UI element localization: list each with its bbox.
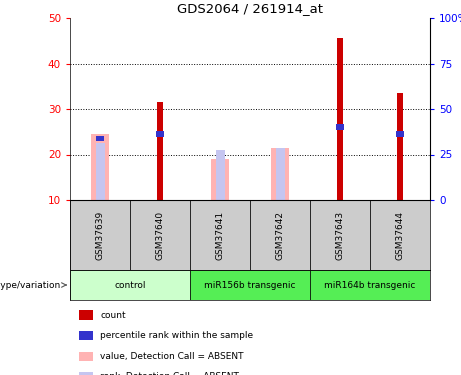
Bar	[276, 148, 284, 200]
Text: GSM37642: GSM37642	[276, 210, 284, 260]
Bar	[310, 270, 430, 300]
Text: control: control	[114, 280, 146, 290]
Text: rank, Detection Call = ABSENT: rank, Detection Call = ABSENT	[100, 372, 239, 375]
Bar	[336, 124, 344, 130]
Bar	[95, 143, 105, 200]
Bar	[215, 150, 225, 200]
Bar	[190, 200, 250, 270]
Bar	[310, 200, 370, 270]
Text: GSM37640: GSM37640	[155, 210, 165, 260]
Text: GSM37644: GSM37644	[396, 210, 404, 260]
Bar	[337, 39, 343, 200]
Bar	[250, 200, 310, 270]
Bar	[70, 270, 190, 300]
Bar	[96, 136, 104, 141]
Text: value, Detection Call = ABSENT: value, Detection Call = ABSENT	[100, 352, 244, 361]
Bar	[271, 148, 289, 200]
Text: genotype/variation: genotype/variation	[0, 280, 61, 290]
Text: miR156b transgenic: miR156b transgenic	[204, 280, 296, 290]
Text: count: count	[100, 310, 126, 320]
Bar	[130, 200, 190, 270]
Text: miR164b transgenic: miR164b transgenic	[324, 280, 416, 290]
Text: GSM37639: GSM37639	[95, 210, 105, 260]
Bar	[157, 102, 163, 200]
Bar	[396, 131, 404, 137]
Bar	[211, 159, 229, 200]
Bar	[91, 134, 109, 200]
Bar	[370, 200, 430, 270]
Bar	[70, 200, 130, 270]
Bar	[156, 131, 164, 137]
Text: GSM37641: GSM37641	[215, 210, 225, 260]
Text: GSM37643: GSM37643	[336, 210, 344, 260]
Text: percentile rank within the sample: percentile rank within the sample	[100, 331, 254, 340]
Bar	[190, 270, 310, 300]
Title: GDS2064 / 261914_at: GDS2064 / 261914_at	[177, 3, 323, 15]
Bar	[397, 93, 403, 200]
